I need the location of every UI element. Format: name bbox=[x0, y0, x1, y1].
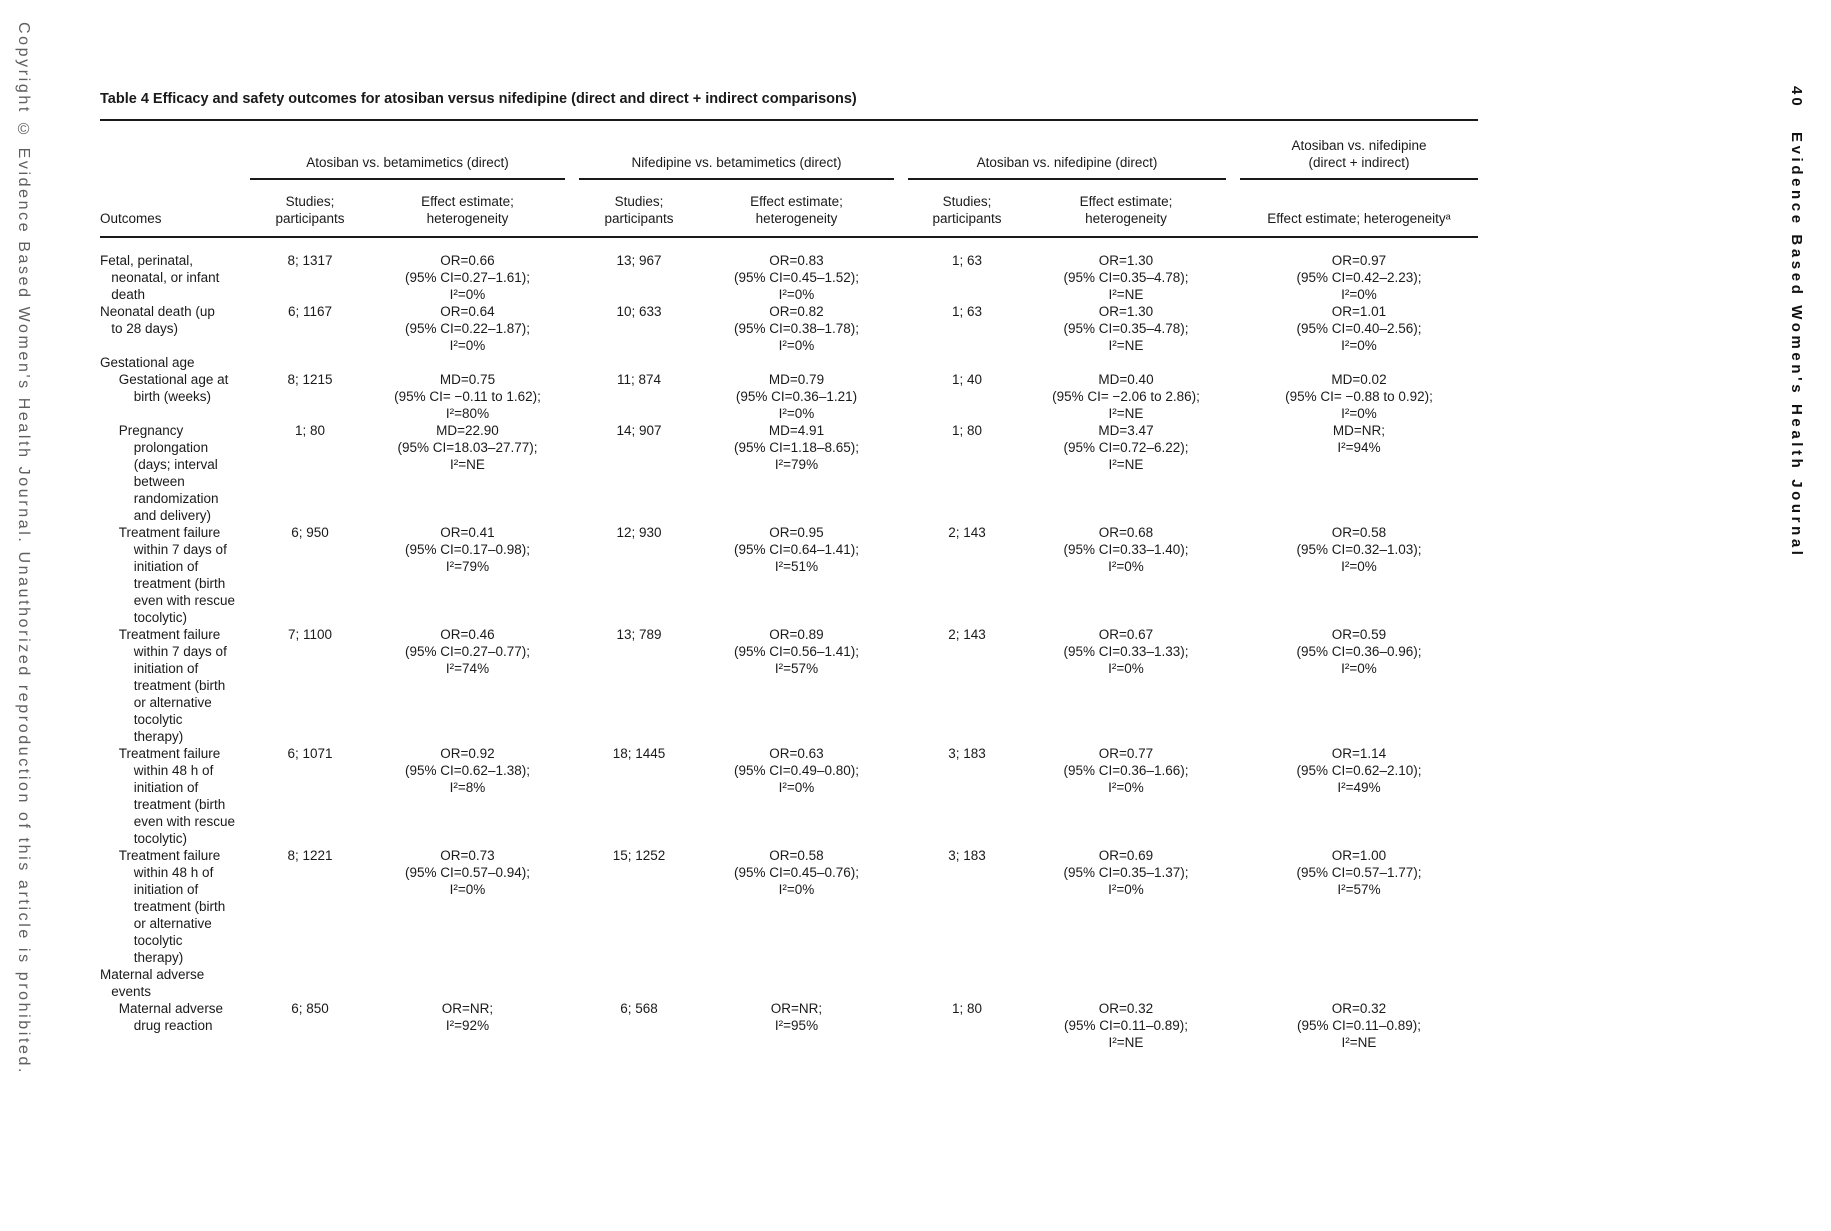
cell-studies-atosiban-nifedipine: 3; 183 bbox=[948, 746, 986, 761]
cell-studies-nifedipine-betamimetics: 13; 789 bbox=[616, 627, 662, 642]
group-header-atosiban-vs-betamimetics: Atosiban vs. betamimetics (direct) bbox=[250, 138, 565, 180]
cell-effect-atosiban-nifedipine-combined: OR=0.58 (95% CI=0.32–1.03); I²=0% bbox=[1296, 525, 1422, 574]
cell-effect-nifedipine-betamimetics: OR=NR; I²=95% bbox=[770, 1001, 823, 1033]
cell-effect-nifedipine-betamimetics: OR=0.82 (95% CI=0.38–1.78); I²=0% bbox=[734, 304, 859, 353]
cell-effect-atosiban-nifedipine: OR=0.77 (95% CI=0.36–1.66); I²=0% bbox=[1063, 746, 1189, 795]
column-header-effect-estimate-2: Effect estimate; heterogeneity bbox=[750, 194, 843, 226]
cell-effect-atosiban-betamimetics: OR=0.73 (95% CI=0.57–0.94); I²=0% bbox=[405, 848, 530, 897]
cell-studies-atosiban-nifedipine: 1; 63 bbox=[951, 304, 983, 319]
cell-effect-atosiban-nifedipine-combined: OR=1.01 (95% CI=0.40–2.56); I²=0% bbox=[1296, 304, 1422, 353]
cell-effect-atosiban-betamimetics: OR=0.46 (95% CI=0.27–0.77); I²=74% bbox=[405, 627, 530, 676]
cell-studies-atosiban-betamimetics: 6; 850 bbox=[291, 1001, 329, 1016]
cell-studies-nifedipine-betamimetics: 18; 1445 bbox=[612, 746, 666, 761]
column-header-studies-participants-2: Studies; participants bbox=[604, 194, 674, 226]
cell-effect-atosiban-nifedipine-combined: MD=NR; I²=94% bbox=[1332, 423, 1386, 455]
outcome-label: Maternal adverse events bbox=[100, 967, 205, 999]
outcome-label: Fetal, perinatal, neonatal, or infant de… bbox=[100, 253, 220, 302]
cell-effect-nifedipine-betamimetics: OR=0.63 (95% CI=0.49–0.80); I²=0% bbox=[734, 746, 859, 795]
outcome-label: Treatment failure within 7 days of initi… bbox=[118, 525, 236, 625]
cell-effect-atosiban-betamimetics: OR=NR; I²=92% bbox=[441, 1001, 494, 1033]
column-header-studies-participants-1: Studies; participants bbox=[275, 194, 345, 226]
cell-effect-atosiban-betamimetics: MD=0.75 (95% CI= −0.11 to 1.62); I²=80% bbox=[394, 372, 541, 421]
outcome-label: Treatment failure within 48 h of initiat… bbox=[118, 746, 236, 846]
cell-studies-atosiban-betamimetics: 8; 1215 bbox=[287, 372, 333, 387]
cell-effect-atosiban-nifedipine: OR=1.30 (95% CI=0.35–4.78); I²=NE bbox=[1063, 253, 1189, 302]
group-header-atosiban-vs-nifedipine-direct: Atosiban vs. nifedipine (direct) bbox=[908, 138, 1226, 180]
cell-studies-atosiban-nifedipine: 2; 143 bbox=[948, 525, 986, 540]
cell-studies-atosiban-nifedipine: 1; 80 bbox=[951, 423, 983, 438]
cell-effect-atosiban-nifedipine-combined: OR=0.59 (95% CI=0.36–0.96); I²=0% bbox=[1296, 627, 1422, 676]
cell-studies-atosiban-nifedipine: 3; 183 bbox=[948, 848, 986, 863]
page-number: 40 bbox=[1788, 86, 1805, 109]
cell-studies-nifedipine-betamimetics: 13; 967 bbox=[616, 253, 662, 268]
cell-effect-atosiban-nifedipine: OR=0.69 (95% CI=0.35–1.37); I²=0% bbox=[1063, 848, 1189, 897]
cell-studies-atosiban-nifedipine: 1; 80 bbox=[951, 1001, 983, 1016]
cell-effect-nifedipine-betamimetics: OR=0.89 (95% CI=0.56–1.41); I²=57% bbox=[734, 627, 859, 676]
journal-name-margin-text: Evidence Based Women's Health Journal bbox=[1788, 132, 1805, 559]
outcome-label: Gestational age at birth (weeks) bbox=[118, 372, 229, 404]
cell-effect-atosiban-betamimetics: OR=0.92 (95% CI=0.62–1.38); I²=8% bbox=[405, 746, 530, 795]
cell-effect-atosiban-nifedipine-combined: OR=0.32 (95% CI=0.11–0.89); I²=NE bbox=[1297, 1001, 1421, 1050]
cell-effect-atosiban-nifedipine: OR=0.68 (95% CI=0.33–1.40); I²=0% bbox=[1063, 525, 1189, 574]
cell-effect-atosiban-betamimetics: MD=22.90 (95% CI=18.03–27.77); I²=NE bbox=[397, 423, 538, 472]
cell-effect-atosiban-betamimetics: OR=0.64 (95% CI=0.22–1.87); I²=0% bbox=[405, 304, 530, 353]
cell-studies-nifedipine-betamimetics: 11; 874 bbox=[616, 372, 662, 387]
cell-studies-atosiban-nifedipine: 1; 40 bbox=[951, 372, 983, 387]
cell-effect-atosiban-nifedipine-combined: OR=1.14 (95% CI=0.62–2.10); I²=49% bbox=[1296, 746, 1422, 795]
cell-studies-atosiban-betamimetics: 8; 1221 bbox=[287, 848, 333, 863]
cell-effect-nifedipine-betamimetics: OR=0.95 (95% CI=0.64–1.41); I²=51% bbox=[734, 525, 859, 574]
cell-effect-atosiban-nifedipine: OR=0.67 (95% CI=0.33–1.33); I²=0% bbox=[1063, 627, 1189, 676]
cell-effect-atosiban-nifedipine: MD=3.47 (95% CI=0.72–6.22); I²=NE bbox=[1063, 423, 1189, 472]
outcome-label: Neonatal death (up to 28 days) bbox=[100, 304, 215, 336]
outcome-label: Gestational age bbox=[100, 355, 195, 370]
column-header-outcomes: Outcomes bbox=[100, 211, 162, 226]
table-4: Table 4 Efficacy and safety outcomes for… bbox=[100, 90, 1478, 1051]
cell-effect-atosiban-nifedipine: MD=0.40 (95% CI= −2.06 to 2.86); I²=NE bbox=[1052, 372, 1200, 421]
column-header-effect-estimate-combined: Effect estimate; heterogeneityᵃ bbox=[1267, 211, 1451, 226]
copyright-margin-text: Copyright © Evidence Based Women's Healt… bbox=[15, 22, 32, 1076]
outcome-label: Pregnancy prolongation (days; interval b… bbox=[118, 423, 219, 523]
cell-studies-nifedipine-betamimetics: 14; 907 bbox=[616, 423, 662, 438]
cell-studies-atosiban-nifedipine: 1; 63 bbox=[951, 253, 983, 268]
cell-studies-nifedipine-betamimetics: 15; 1252 bbox=[612, 848, 666, 863]
cell-studies-nifedipine-betamimetics: 12; 930 bbox=[616, 525, 662, 540]
cell-effect-nifedipine-betamimetics: MD=0.79 (95% CI=0.36–1.21) I²=0% bbox=[735, 372, 858, 421]
outcome-label: Maternal adverse drug reaction bbox=[118, 1001, 224, 1033]
cell-effect-atosiban-nifedipine: OR=1.30 (95% CI=0.35–4.78); I²=NE bbox=[1063, 304, 1189, 353]
cell-studies-atosiban-betamimetics: 1; 80 bbox=[294, 423, 326, 438]
cell-studies-atosiban-betamimetics: 6; 950 bbox=[291, 525, 329, 540]
column-header-effect-estimate-3: Effect estimate; heterogeneity bbox=[1079, 194, 1173, 226]
cell-studies-atosiban-betamimetics: 6; 1071 bbox=[287, 746, 333, 761]
cell-studies-nifedipine-betamimetics: 10; 633 bbox=[616, 304, 662, 319]
cell-studies-atosiban-betamimetics: 6; 1167 bbox=[287, 304, 333, 319]
table-header: Atosiban vs. betamimetics (direct) Nifed… bbox=[100, 121, 1478, 238]
cell-effect-atosiban-betamimetics: OR=0.66 (95% CI=0.27–1.61); I²=0% bbox=[405, 253, 530, 302]
cell-studies-atosiban-nifedipine: 2; 143 bbox=[948, 627, 986, 642]
cell-effect-atosiban-nifedipine-combined: MD=0.02 (95% CI= −0.88 to 0.92); I²=0% bbox=[1285, 372, 1433, 421]
cell-studies-nifedipine-betamimetics: 6; 568 bbox=[620, 1001, 658, 1016]
cell-studies-atosiban-betamimetics: 8; 1317 bbox=[287, 253, 333, 268]
cell-studies-atosiban-betamimetics: 7; 1100 bbox=[287, 627, 333, 642]
table-title: Table 4 Efficacy and safety outcomes for… bbox=[100, 90, 1478, 121]
outcome-label: Treatment failure within 48 h of initiat… bbox=[118, 848, 226, 965]
cell-effect-nifedipine-betamimetics: OR=0.83 (95% CI=0.45–1.52); I²=0% bbox=[734, 253, 859, 302]
outcome-label: Treatment failure within 7 days of initi… bbox=[118, 627, 227, 744]
column-header-effect-estimate-1: Effect estimate; heterogeneity bbox=[421, 194, 514, 226]
group-header-atosiban-vs-nifedipine-combined: Atosiban vs. nifedipine (direct + indire… bbox=[1240, 121, 1478, 180]
cell-effect-atosiban-betamimetics: OR=0.41 (95% CI=0.17–0.98); I²=79% bbox=[405, 525, 530, 574]
column-header-studies-participants-3: Studies; participants bbox=[932, 194, 1002, 226]
cell-effect-nifedipine-betamimetics: OR=0.58 (95% CI=0.45–0.76); I²=0% bbox=[734, 848, 859, 897]
cell-effect-nifedipine-betamimetics: MD=4.91 (95% CI=1.18–8.65); I²=79% bbox=[734, 423, 859, 472]
group-header-nifedipine-vs-betamimetics: Nifedipine vs. betamimetics (direct) bbox=[579, 138, 894, 180]
cell-effect-atosiban-nifedipine: OR=0.32 (95% CI=0.11–0.89); I²=NE bbox=[1064, 1001, 1188, 1050]
cell-effect-atosiban-nifedipine-combined: OR=1.00 (95% CI=0.57–1.77); I²=57% bbox=[1296, 848, 1422, 897]
cell-effect-atosiban-nifedipine-combined: OR=0.97 (95% CI=0.42–2.23); I²=0% bbox=[1296, 253, 1422, 302]
table-body: Fetal, perinatal, neonatal, or infant de… bbox=[100, 238, 1478, 1051]
